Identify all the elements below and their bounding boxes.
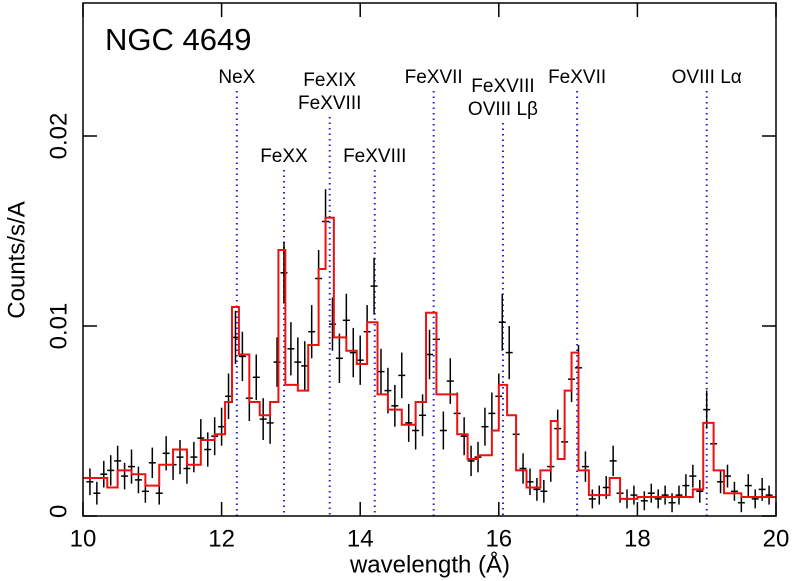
data-point xyxy=(100,460,108,488)
line-label: FeXVII xyxy=(405,67,463,88)
data-point xyxy=(526,468,534,496)
line-label: NeX xyxy=(218,67,255,88)
line-label: FeXX xyxy=(260,146,308,167)
data-point xyxy=(723,464,731,488)
data-point xyxy=(370,257,378,315)
data-point xyxy=(446,358,454,404)
line-label: OVIII Lβ xyxy=(468,99,538,120)
data-point xyxy=(398,352,406,399)
data-point xyxy=(204,432,212,467)
line-label: FeXVIII xyxy=(298,93,361,114)
x-tick-label: 12 xyxy=(208,525,235,552)
data-point xyxy=(717,470,725,494)
data-point xyxy=(238,331,246,382)
data-point xyxy=(540,479,548,503)
data-point xyxy=(377,348,385,395)
model-line xyxy=(83,216,776,500)
data-point xyxy=(640,491,648,511)
data-point xyxy=(751,489,759,509)
data-point xyxy=(533,478,541,501)
data-point xyxy=(287,322,295,376)
data-point xyxy=(467,445,475,477)
data-point xyxy=(439,411,447,450)
data-point xyxy=(675,485,683,505)
x-tick-label: 14 xyxy=(347,525,374,552)
line-label: FeXIX xyxy=(303,70,356,91)
data-point xyxy=(588,489,596,509)
data-point xyxy=(252,354,260,401)
data-point xyxy=(335,333,343,383)
data-point xyxy=(93,481,101,505)
data-point xyxy=(190,441,198,473)
data-point xyxy=(765,485,773,505)
data-point xyxy=(301,341,309,391)
data-point xyxy=(107,455,115,486)
data-point xyxy=(647,483,655,503)
data-point xyxy=(356,335,364,385)
data-point xyxy=(259,398,267,440)
plot-frame xyxy=(82,2,777,517)
line-label: FeXVII xyxy=(548,67,606,88)
data-point xyxy=(744,474,752,497)
y-tick-label: 0 xyxy=(45,505,72,518)
x-tick-label: 18 xyxy=(624,525,651,552)
line-label: OVIII Lα xyxy=(672,67,742,88)
data-point xyxy=(273,337,281,387)
x-axis-label: wavelength (Å) xyxy=(349,550,510,578)
data-point xyxy=(661,485,669,505)
line-label: FeXVIII xyxy=(343,146,406,167)
data-point xyxy=(689,464,697,488)
data-point xyxy=(121,462,129,490)
data-point xyxy=(128,449,136,484)
y-tick-label: 0.01 xyxy=(45,303,72,350)
data-point xyxy=(488,392,496,435)
data-point xyxy=(581,451,589,482)
data-point xyxy=(654,489,662,509)
data-point xyxy=(630,485,638,505)
data-point xyxy=(308,305,316,359)
data-point xyxy=(405,403,413,442)
data-point xyxy=(231,310,239,364)
x-tick-label: 16 xyxy=(485,525,512,552)
data-point xyxy=(218,407,226,446)
data-point xyxy=(505,326,513,380)
data-point xyxy=(134,466,142,494)
line-label: FeXVIII xyxy=(471,76,534,97)
data-point xyxy=(460,417,468,456)
data-point xyxy=(176,440,184,475)
data-point xyxy=(498,293,506,351)
data-point xyxy=(519,453,527,484)
data-point xyxy=(696,479,704,503)
data-point xyxy=(426,329,433,380)
data-point xyxy=(419,394,427,437)
data-point xyxy=(609,445,617,477)
data-point xyxy=(349,327,357,378)
data-point xyxy=(86,468,94,496)
y-axis-label: Counts/s/A xyxy=(3,201,30,318)
chart-title: NGC 4649 xyxy=(105,22,251,57)
data-point xyxy=(481,407,489,446)
data-point xyxy=(682,474,690,497)
data-point xyxy=(391,384,399,427)
data-point xyxy=(148,447,156,478)
y-tick-label: 0.02 xyxy=(45,113,72,160)
x-tick-label: 20 xyxy=(763,525,790,552)
data-point xyxy=(280,242,288,304)
data-point xyxy=(225,373,233,420)
data-point xyxy=(730,481,738,501)
x-tick-label: 10 xyxy=(70,525,97,552)
data-point xyxy=(294,337,302,387)
